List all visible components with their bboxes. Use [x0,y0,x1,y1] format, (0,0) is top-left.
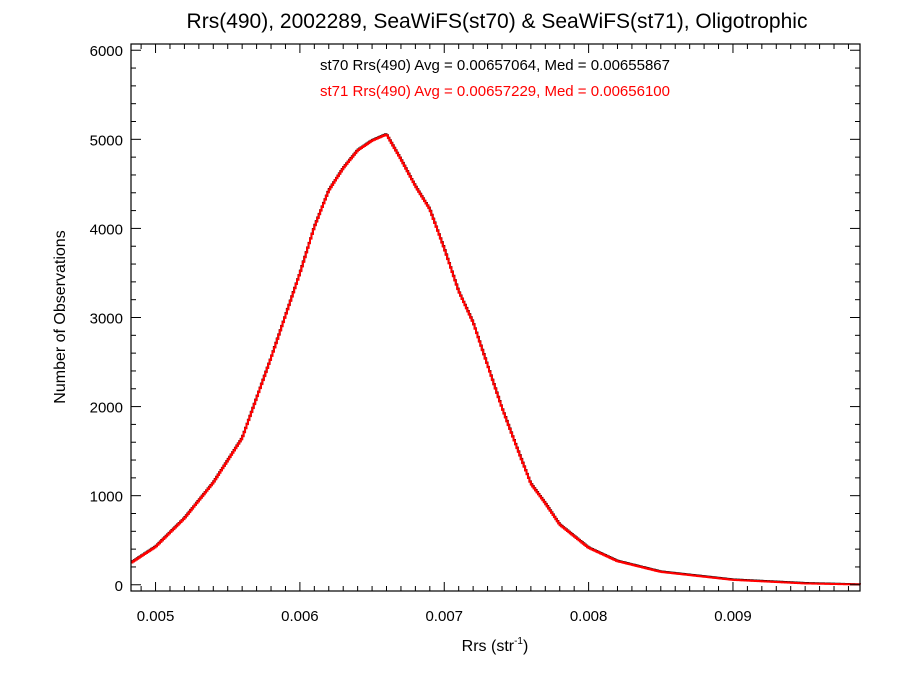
plot-frame [130,43,861,592]
plot-content [131,133,861,586]
y-tick-label: 5000 [90,132,123,149]
chart-title: Rrs(490), 2002289, SeaWiFS(st70) & SeaWi… [187,10,808,33]
y-tick-label: 1000 [90,489,123,506]
x-axis-label-main: Rrs (str [462,638,515,655]
x-tick-label: 0.006 [281,608,319,625]
x-tick-label: 0.009 [714,608,752,625]
x-tick-label: 0.005 [137,608,175,625]
x-tick-label: 0.007 [425,608,463,625]
annotation-2: st71 Rrs(490) Avg = 0.00657229, Med = 0.… [320,83,670,100]
y-tick-label: 4000 [90,221,123,238]
y-tick-label: 6000 [90,43,123,60]
x-tick-label: 0.008 [570,608,608,625]
y-tick-label: 2000 [90,400,123,417]
y-tick-label: 0 [115,578,123,595]
y-axis-label: Number of Observations [52,230,69,403]
axis-ticks: 0.005 0.006 0.007 0.008 0.009 0 1000 2000 3000 40… [90,43,860,625]
x-axis-label-close: ) [523,638,528,655]
x-axis-label: Rrs (str-1) [462,636,529,655]
x-axis-label-superscript: -1 [514,636,523,647]
histogram-series-2 [131,133,861,586]
y-tick-label: 3000 [90,311,123,328]
annotation-1: st70 Rrs(490) Avg = 0.00657064, Med = 0.… [320,57,670,74]
annotations: st70 Rrs(490) Avg = 0.00657064, Med = 0.… [320,57,670,100]
